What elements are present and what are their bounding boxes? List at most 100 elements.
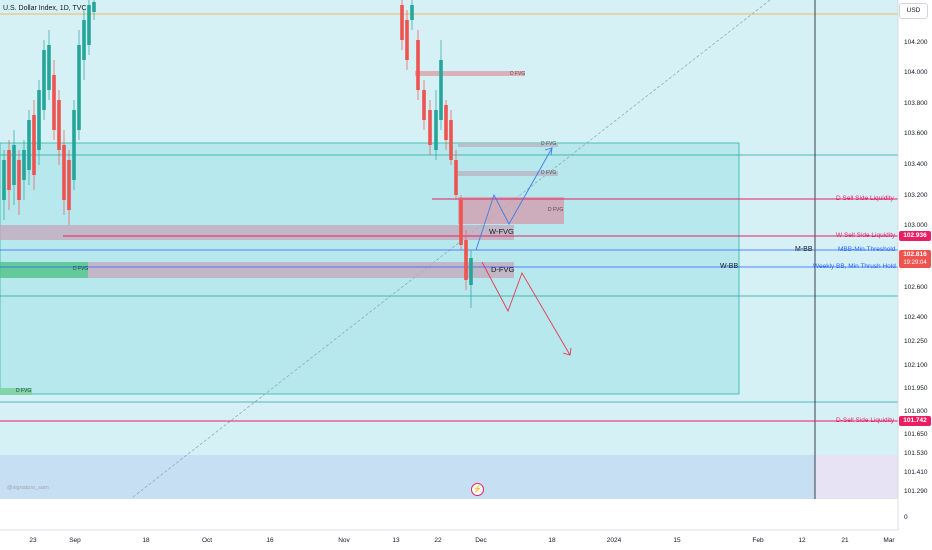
time-tick: Nov [338, 537, 350, 544]
d-sell-side-label-bottom: D-Sell Side Liquidity [836, 417, 895, 424]
candle-body [439, 60, 443, 120]
candle-body [82, 20, 86, 60]
m-bb-label: M-BB [795, 246, 813, 253]
fvg-label-top: D FVG [510, 71, 526, 77]
price-tick: 103.200 [904, 192, 928, 199]
bullish-arrowhead [544, 147, 553, 156]
price-tick: 104.000 [904, 69, 928, 76]
fvg-zone-right-top [458, 143, 558, 147]
time-tick: 12 [798, 537, 806, 544]
price-tick: 103.600 [904, 130, 928, 137]
fvg-label-right-top: D FVG [541, 141, 557, 147]
price-tick: 101.530 [904, 450, 928, 457]
price-tick: 101.950 [904, 385, 928, 392]
current-price-tag: 102.816 19:29:04 [899, 250, 931, 268]
candle-body [72, 110, 76, 180]
candle-body [22, 150, 26, 180]
d-fvg-zone-left [0, 262, 88, 278]
lower-band-bg [0, 455, 898, 499]
price-tick: 101.410 [904, 469, 928, 476]
fvg-zone-top [415, 71, 525, 76]
candle-body [410, 5, 414, 20]
candle-body [459, 200, 463, 245]
price-tick: 101.290 [904, 488, 928, 495]
candle-body [434, 110, 438, 150]
time-tick: 13 [392, 537, 400, 544]
candle-body [454, 160, 458, 195]
time-tick: Mar [883, 537, 895, 544]
fvg-zone-right-mid [458, 171, 558, 176]
bearish-projection-arrow [481, 261, 571, 356]
time-tick: 16 [266, 537, 274, 544]
d-fvg-label: D-FVG [491, 265, 515, 274]
candle-body [422, 90, 426, 120]
time-tick: 2024 [606, 537, 622, 544]
price-tick: 101.800 [904, 408, 928, 415]
candle-body [12, 145, 16, 185]
candle-body [7, 150, 11, 190]
price-tick: 102.100 [904, 362, 928, 369]
candle-body [428, 110, 432, 145]
candle-body [32, 115, 36, 175]
bullish-projection-arrow [475, 147, 553, 251]
time-tick: 22 [434, 537, 442, 544]
candle-body [87, 5, 91, 45]
d-fvg-zone [88, 262, 514, 278]
weekly-bb-label: Weekly BB, Min Thrush Hold [813, 263, 896, 270]
mbb-threshold-label: MBB-Min.Threshold [838, 246, 896, 253]
future-band-bg [815, 455, 898, 499]
d-sell-price-tag: 101.742 [899, 416, 931, 426]
candle-body [77, 45, 81, 130]
price-tick: 101.650 [904, 431, 928, 438]
w-sell-side-label: W Sell Side Liquidity [836, 232, 896, 239]
price-tick: 103.400 [904, 161, 928, 168]
candle-body [37, 90, 41, 150]
fvg-zone-big [458, 197, 564, 224]
w-sell-price-tag: 102.936 [899, 231, 931, 241]
time-tick: Oct [201, 537, 213, 544]
current-price: 102.816 [903, 251, 927, 258]
candle-body [42, 50, 46, 110]
time-tick: 23 [29, 537, 37, 544]
w-fvg-zone [0, 225, 514, 240]
time-tick: 18 [142, 537, 150, 544]
candle-body [52, 75, 56, 130]
currency-button[interactable]: USD [899, 3, 928, 19]
candle-body [47, 45, 51, 90]
candle-body [67, 160, 71, 210]
w-bb-label: W-BB [720, 263, 739, 270]
fvg-zone-bottom-left [0, 388, 32, 395]
price-tick: 0 [904, 514, 908, 521]
candle-body [449, 120, 453, 160]
price-tick: 102.250 [904, 338, 928, 345]
candle-body [469, 258, 473, 285]
price-tick: 104.200 [904, 39, 928, 46]
bar-countdown: 19:29:04 [903, 260, 927, 266]
candle-body [400, 5, 404, 40]
time-tick: Feb [752, 537, 764, 544]
candle-body [62, 145, 66, 200]
bearish-arrowhead [562, 347, 572, 356]
candle-body [27, 120, 31, 170]
fvg-label-left: D FVG [73, 266, 89, 272]
time-tick: 15 [673, 537, 681, 544]
candle-body [444, 105, 448, 140]
time-tick: 21 [841, 537, 849, 544]
candlesticks [2, 0, 473, 308]
fvg-label-bottom-left: D FVG [16, 388, 32, 394]
candle-body [2, 160, 6, 200]
candle-body [405, 20, 409, 60]
candle-body [416, 40, 420, 90]
time-tick: Dec [475, 537, 487, 544]
chart-title: U.S. Dollar Index, 1D, TVC [3, 5, 87, 12]
price-tick: 103.800 [904, 100, 928, 107]
fvg-label-right-mid: D FVG [541, 170, 557, 176]
price-tick: 102.400 [904, 314, 928, 321]
author-watermark: @signaturo_sam [7, 485, 49, 491]
fvg-label-big: D FVG [548, 207, 564, 213]
d-sell-side-label-top: D Sell Side Liquidity [836, 195, 894, 202]
time-tick: Sep [69, 537, 81, 544]
tradingview-logo-icon[interactable]: ⚡ [471, 483, 484, 496]
candle-body [17, 160, 21, 200]
